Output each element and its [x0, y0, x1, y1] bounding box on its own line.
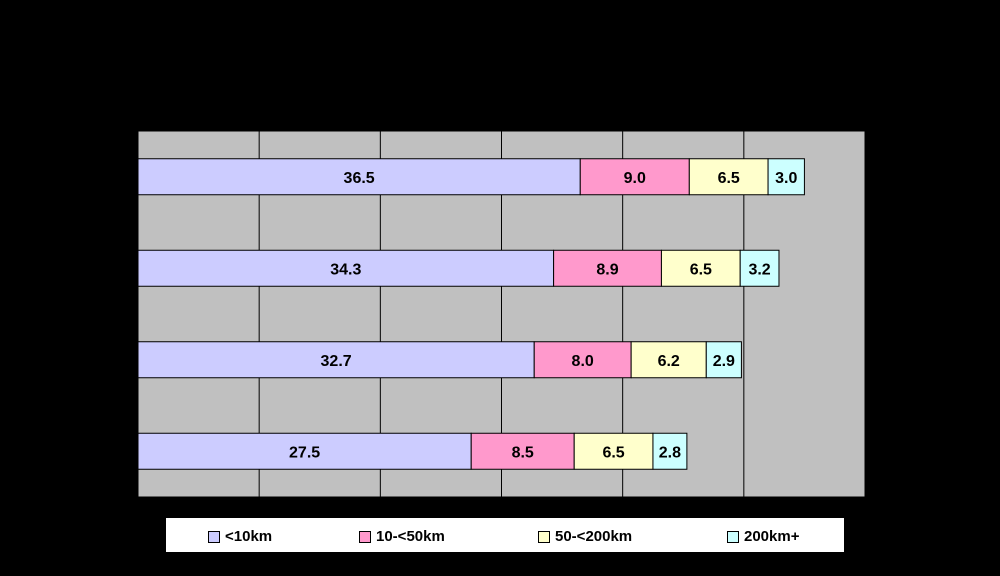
bar-segment — [739, 249, 780, 287]
bar-segment — [767, 158, 805, 196]
data-label: 27.5 — [289, 444, 320, 461]
legend-label-2: 50-<200km — [555, 528, 633, 545]
bar-segment — [573, 432, 654, 470]
bar-segment — [137, 249, 555, 287]
legend-swatch-3 — [727, 530, 739, 543]
legend: <10km 10-<50km 50-<200km 200km+ — [165, 517, 845, 553]
legend-item-2: 50-<200km — [538, 528, 632, 545]
legend-label-0: <10km — [225, 528, 273, 545]
bar-segment — [533, 341, 632, 379]
data-label: 8.0 — [572, 353, 594, 370]
bar-segment — [705, 341, 742, 379]
data-label: 3.0 — [775, 170, 797, 187]
legend-label-1: 10-<50km — [376, 528, 445, 545]
legend-item-1: 10-<50km — [359, 528, 445, 545]
data-label: 9.0 — [624, 170, 646, 187]
data-label: 32.7 — [321, 353, 352, 370]
legend-swatch-0 — [208, 530, 220, 543]
legend-item-0: <10km — [208, 528, 272, 545]
data-label: 6.5 — [690, 261, 712, 278]
bar-segment — [579, 158, 690, 196]
data-label: 2.8 — [659, 444, 681, 461]
legend-swatch-1 — [359, 530, 371, 543]
data-label: 34.3 — [330, 261, 361, 278]
legend-swatch-2 — [538, 530, 550, 543]
data-label: 3.2 — [748, 261, 770, 278]
data-label: 36.5 — [344, 170, 375, 187]
data-label: 6.2 — [658, 353, 680, 370]
data-label: 8.9 — [596, 261, 618, 278]
data-label: 6.5 — [718, 170, 740, 187]
data-label: 6.5 — [602, 444, 624, 461]
legend-item-3: 200km+ — [727, 528, 799, 545]
data-label: 8.5 — [512, 444, 534, 461]
bar-segment — [652, 432, 688, 470]
bar-segment — [470, 432, 575, 470]
bar-segment — [553, 249, 662, 287]
bar-segment — [137, 158, 581, 196]
data-label: 2.9 — [713, 353, 735, 370]
legend-label-3: 200km+ — [744, 528, 800, 545]
